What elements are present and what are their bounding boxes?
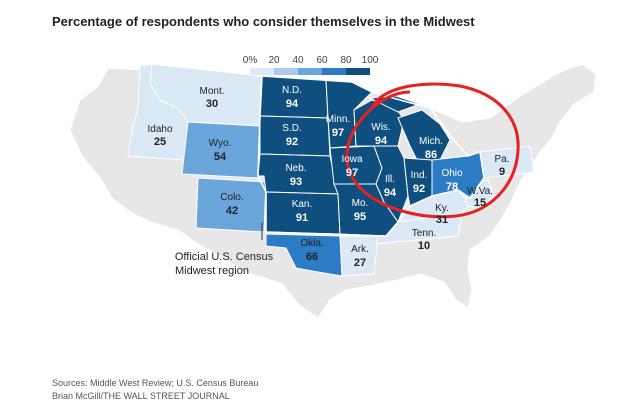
state-label-wyo: Wyo. <box>209 138 232 149</box>
state-label-colo: Colo. <box>220 192 243 203</box>
state-label-kan: Kan. <box>292 199 313 210</box>
sources-line: Sources: Middle West Review; U.S. Census… <box>52 378 259 388</box>
state-colorado <box>195 177 267 233</box>
state-label-neb: Neb. <box>285 163 306 174</box>
state-label-ark: Ark. <box>351 244 369 255</box>
state-value-nd: 94 <box>286 98 299 110</box>
state-value-mo: 95 <box>354 211 366 223</box>
state-value-tenn: 10 <box>418 240 430 252</box>
state-north-dakota <box>259 75 329 119</box>
legend-swatch-0-20 <box>250 68 274 75</box>
state-label-nd: N.D. <box>282 85 302 96</box>
state-value-kan: 91 <box>296 212 308 224</box>
red-circle-annotation <box>345 82 520 219</box>
chart-title: Percentage of respondents who consider t… <box>52 14 475 29</box>
legend-tick: 0% <box>242 55 258 66</box>
census-midwest-outline <box>257 75 485 237</box>
legend-swatch-60-80 <box>322 68 346 75</box>
state-value-okla: 66 <box>306 251 318 263</box>
legend-tick: 40 <box>292 55 304 66</box>
state-value-ky: 31 <box>436 214 448 226</box>
state-label-minn: Minn. <box>326 114 350 125</box>
legend-tick: 60 <box>316 55 328 66</box>
state-label-ill: Ill. <box>385 174 395 185</box>
state-value-neb: 93 <box>290 176 302 188</box>
legend-tick: 80 <box>340 55 352 66</box>
state-value-idaho: 25 <box>154 136 166 148</box>
legend-swatch-20-40 <box>274 68 298 75</box>
credit-line: Brian McGill/THE WALL STREET JOURNAL <box>52 391 230 401</box>
state-value-wis: 94 <box>375 135 388 147</box>
state-label-okla: Okla. <box>300 238 323 249</box>
color-legend: 0% 20 40 60 80 100 <box>238 55 378 75</box>
state-value-iowa: 97 <box>346 167 358 179</box>
annotation-line2: Midwest region <box>175 265 249 277</box>
state-label-iowa: Iowa <box>341 154 363 165</box>
legend-tick: 20 <box>268 55 280 66</box>
state-value-ark: 27 <box>354 257 366 269</box>
state-label-sd: S.D. <box>282 123 301 134</box>
state-label-mich: Mich. <box>419 136 443 147</box>
state-arkansas <box>339 235 379 277</box>
state-label-wis: Wis. <box>371 122 390 133</box>
legend-bar <box>250 68 370 75</box>
state-label-idaho: Idaho <box>147 124 172 135</box>
state-value-colo: 42 <box>226 205 238 217</box>
state-nebraska <box>257 153 339 195</box>
state-value-ill: 94 <box>384 187 397 199</box>
state-value-mich: 86 <box>425 149 437 161</box>
state-value-ohio: 78 <box>446 181 458 193</box>
annotation-line1: Official U.S. Census <box>175 251 274 263</box>
sources-credit: Sources: Middle West Review; U.S. Census… <box>52 377 258 403</box>
state-value-wyo: 54 <box>214 151 227 163</box>
state-wyoming <box>181 121 261 179</box>
state-label-ind: Ind. <box>411 170 428 181</box>
legend-ticks: 0% 20 40 60 80 100 <box>238 55 388 67</box>
state-value-wva: 15 <box>474 197 486 209</box>
state-label-wva: W.Va. <box>467 186 493 197</box>
state-label-mo: Mo. <box>352 198 369 209</box>
state-label-pa: Pa. <box>494 154 509 165</box>
state-value-pa: 9 <box>499 166 505 178</box>
state-value-sd: 92 <box>286 136 298 148</box>
state-value-mont: 30 <box>206 98 218 110</box>
state-label-tenn: Tenn. <box>412 228 436 239</box>
legend-swatch-80-100 <box>346 68 370 75</box>
legend-tick: 100 <box>361 55 379 66</box>
state-label-mont: Mont. <box>199 86 224 97</box>
legend-swatch-40-60 <box>298 68 322 75</box>
state-label-ky: Ky. <box>435 203 449 214</box>
state-value-minn: 97 <box>332 127 344 139</box>
state-value-ind: 92 <box>413 183 425 195</box>
state-label-ohio: Ohio <box>441 168 463 179</box>
